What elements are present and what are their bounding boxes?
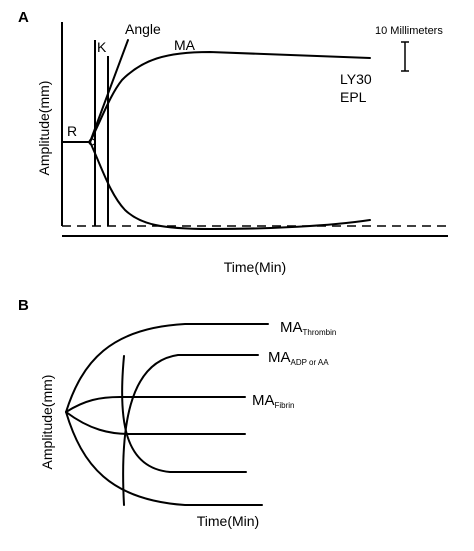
thrombin-lower-trace xyxy=(65,411,263,506)
thrombin-upper-trace xyxy=(65,323,269,413)
split-point xyxy=(88,138,96,146)
ma-thrombin-label: MAThrombin xyxy=(280,319,336,337)
lower-trace xyxy=(89,141,371,230)
panel-b-y-label: Amplitude(mm) xyxy=(39,375,55,470)
panel-b-x-label: Time(Min) xyxy=(197,513,259,529)
adp-lower-trace xyxy=(121,355,247,473)
angle-label: Angle xyxy=(125,21,161,37)
epl-label: EPL xyxy=(340,89,367,105)
upper-trace xyxy=(89,51,371,143)
panel-a-x-label: Time(Min) xyxy=(224,259,286,275)
adp-upper-trace xyxy=(122,354,259,506)
panel-a: A R K Angle MA LY30 EPL 10 Millimeters xyxy=(18,9,448,275)
panel-a-y-label: Amplitude(mm) xyxy=(36,81,52,176)
ma-fibrin-label: MAFibrin xyxy=(252,392,295,410)
r-label: R xyxy=(67,123,77,139)
ma-adp-label: MAADP or AA xyxy=(268,349,329,367)
panel-b-label: B xyxy=(18,297,29,314)
ma-label: MA xyxy=(174,37,196,53)
angle-line xyxy=(89,39,129,143)
panel-a-label: A xyxy=(18,9,29,26)
fibrin-upper-trace xyxy=(65,396,246,413)
ly30-label: LY30 xyxy=(340,71,372,87)
scale-bar-label: 10 Millimeters xyxy=(375,25,443,37)
k-label: K xyxy=(97,39,107,55)
panel-b: B MAThrombin MAADP or AA MAFibrin Amplit… xyxy=(18,297,336,529)
fibrin-lower-trace xyxy=(65,411,246,435)
